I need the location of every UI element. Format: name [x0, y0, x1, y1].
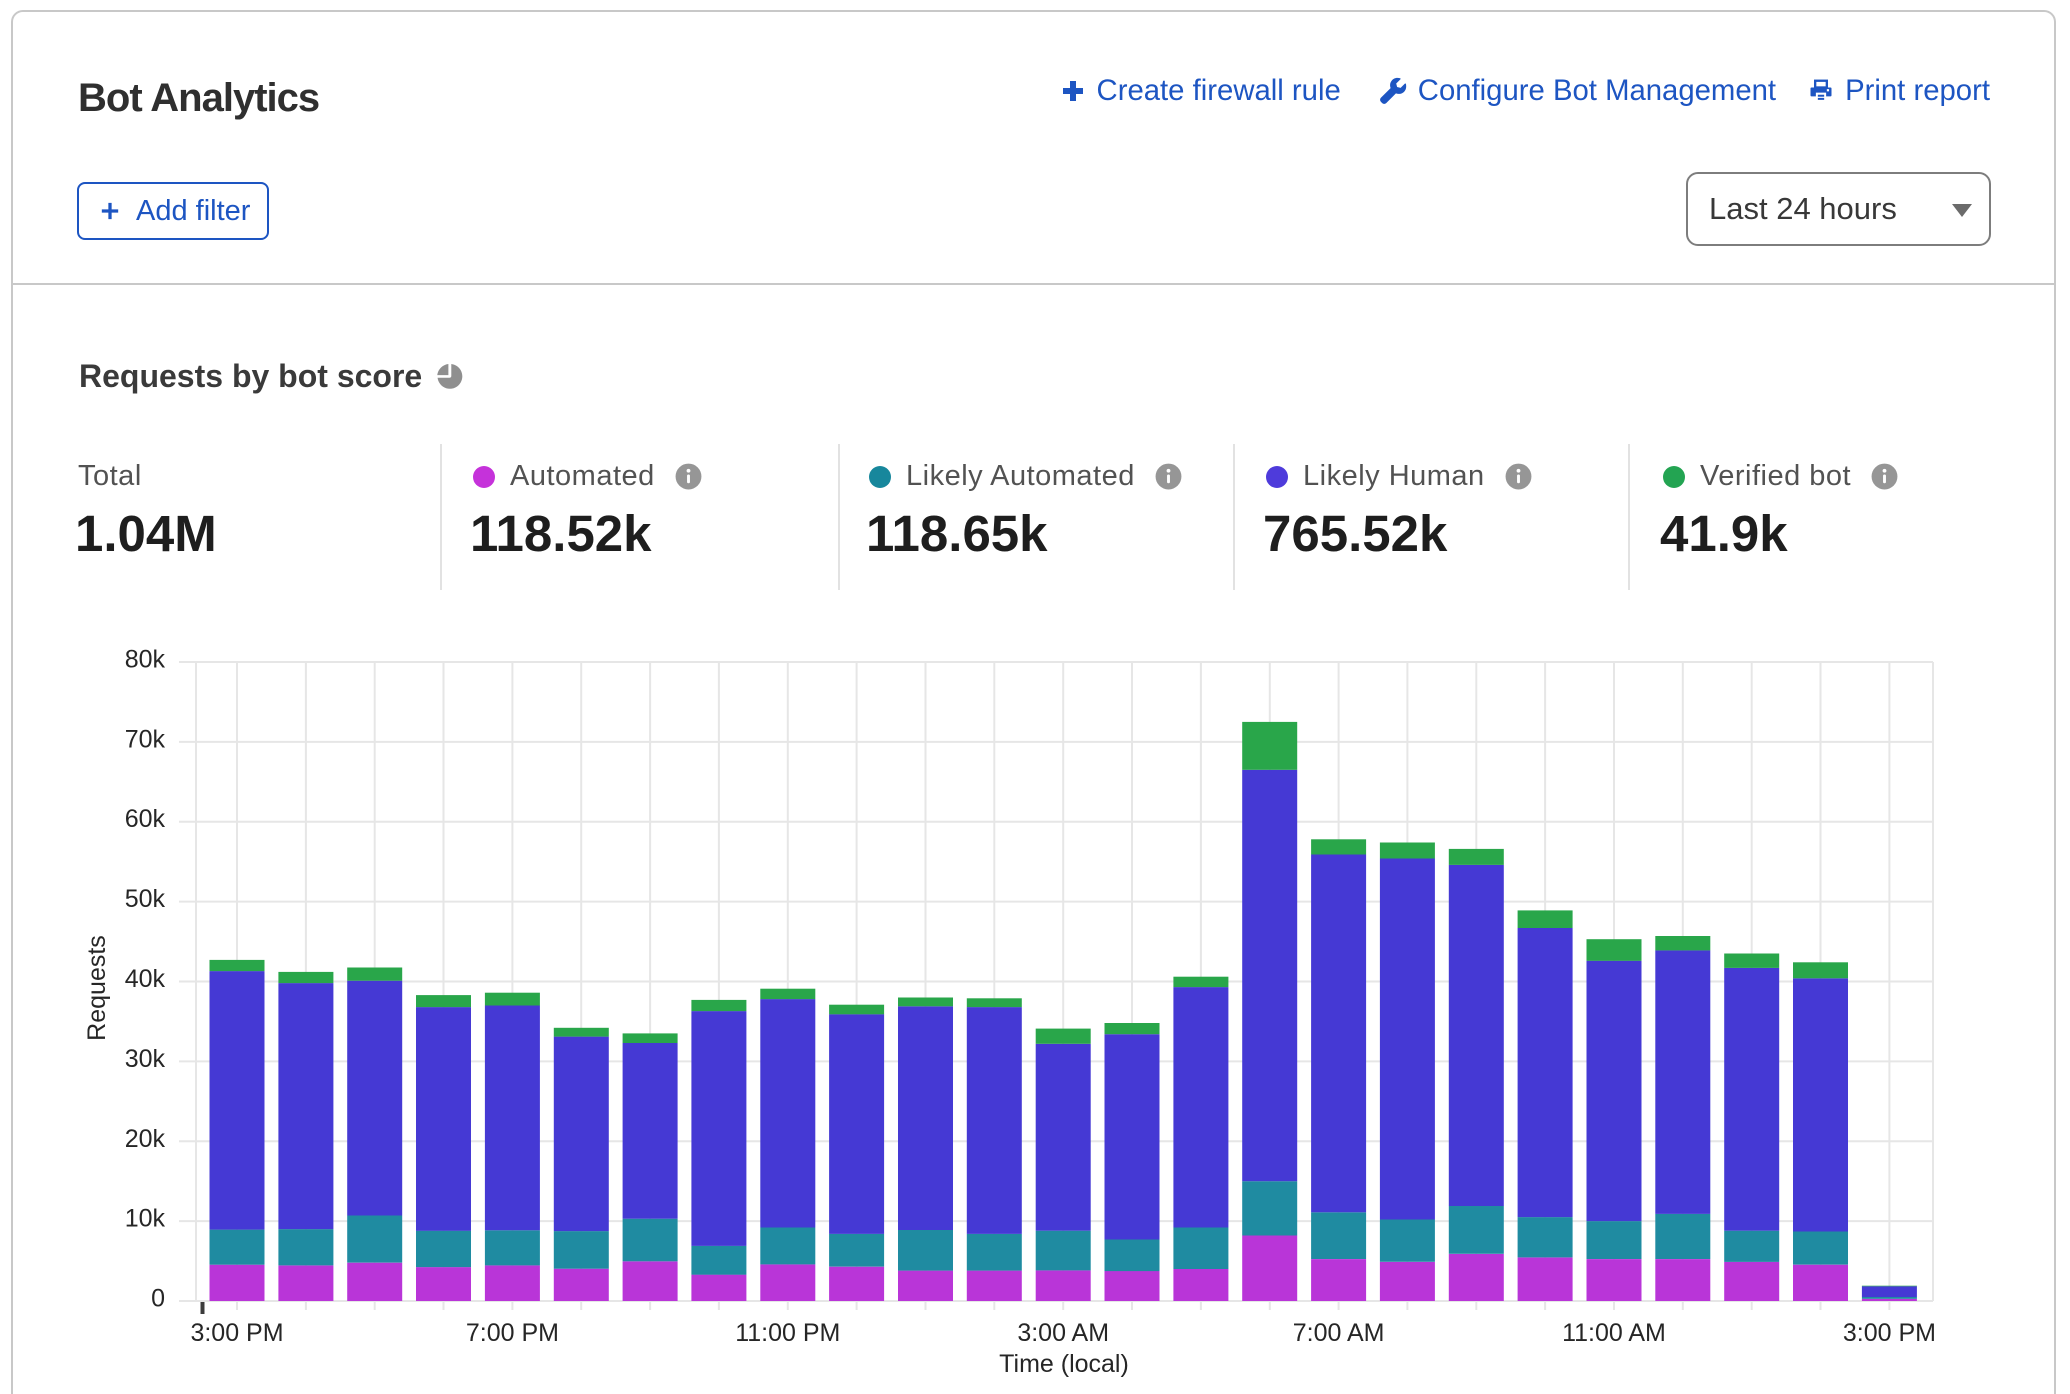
svg-text:80k: 80k [125, 646, 166, 674]
svg-text:7:00 AM: 7:00 AM [1293, 1319, 1385, 1347]
svg-text:50k: 50k [125, 885, 166, 913]
svg-text:0: 0 [151, 1285, 165, 1313]
svg-text:3:00 AM: 3:00 AM [1017, 1319, 1109, 1347]
svg-text:10k: 10k [125, 1205, 166, 1233]
svg-text:40k: 40k [125, 965, 166, 993]
svg-text:70k: 70k [125, 725, 166, 753]
svg-text:11:00 AM: 11:00 AM [1562, 1319, 1666, 1347]
svg-text:Time (local): Time (local) [999, 1350, 1129, 1378]
svg-text:11:00 PM: 11:00 PM [735, 1319, 840, 1347]
svg-text:7:00 PM: 7:00 PM [466, 1319, 559, 1347]
svg-text:60k: 60k [125, 805, 166, 833]
svg-text:Requests: Requests [83, 935, 111, 1041]
svg-text:20k: 20k [125, 1125, 166, 1153]
svg-text:3:00 PM: 3:00 PM [190, 1319, 283, 1347]
svg-text:3:00 PM: 3:00 PM [1843, 1319, 1936, 1347]
svg-text:30k: 30k [125, 1045, 166, 1073]
